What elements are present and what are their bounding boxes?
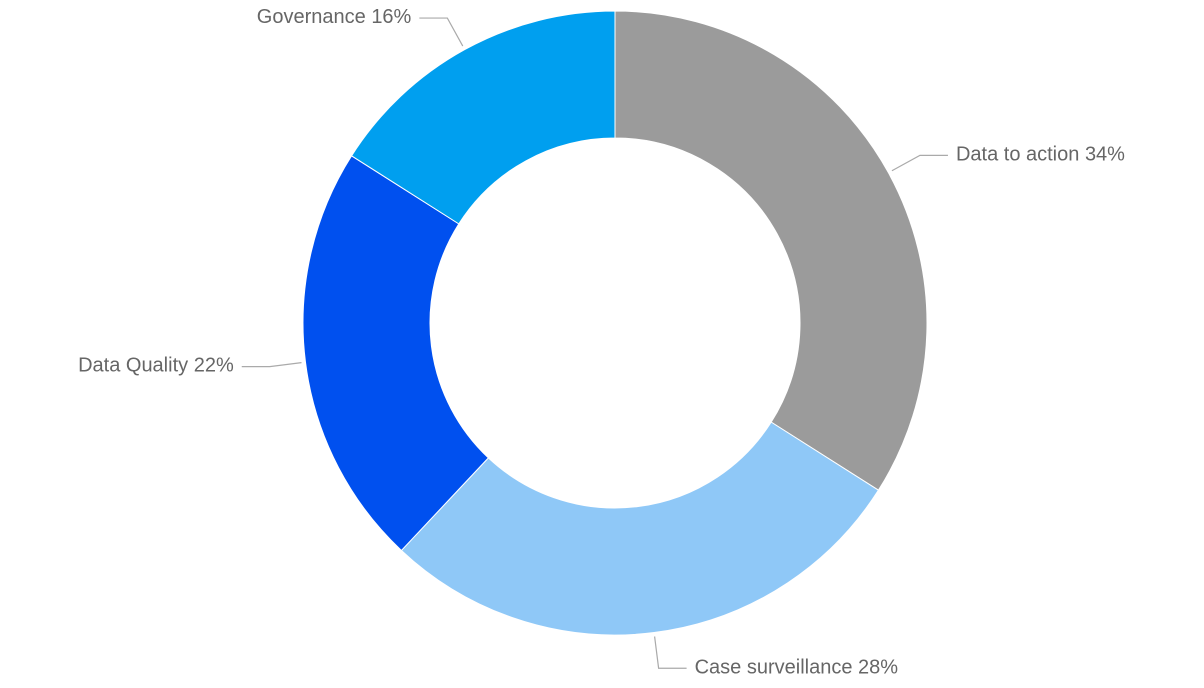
donut-slice xyxy=(302,155,490,552)
leader-line xyxy=(654,636,687,669)
donut-slice xyxy=(350,10,616,225)
donut-slice xyxy=(614,10,928,491)
donut-slice xyxy=(400,421,880,636)
data-label: Governance 16% xyxy=(257,6,412,28)
category-label: Data Quality xyxy=(78,355,188,377)
value-label: 28% xyxy=(858,657,898,679)
category-label: Case surveillance xyxy=(695,657,853,679)
value-label: 34% xyxy=(1085,144,1125,166)
data-label: Data to action 34% xyxy=(956,144,1125,166)
category-label: Governance xyxy=(257,6,366,28)
value-label: 22% xyxy=(194,355,234,377)
category-label: Data to action xyxy=(956,144,1079,166)
data-label: Data Quality 22% xyxy=(78,355,234,377)
leader-line xyxy=(241,362,302,368)
data-label: Case surveillance 28% xyxy=(695,657,899,679)
value-label: 16% xyxy=(371,6,411,28)
leader-line xyxy=(419,17,464,47)
leader-line xyxy=(891,154,948,172)
